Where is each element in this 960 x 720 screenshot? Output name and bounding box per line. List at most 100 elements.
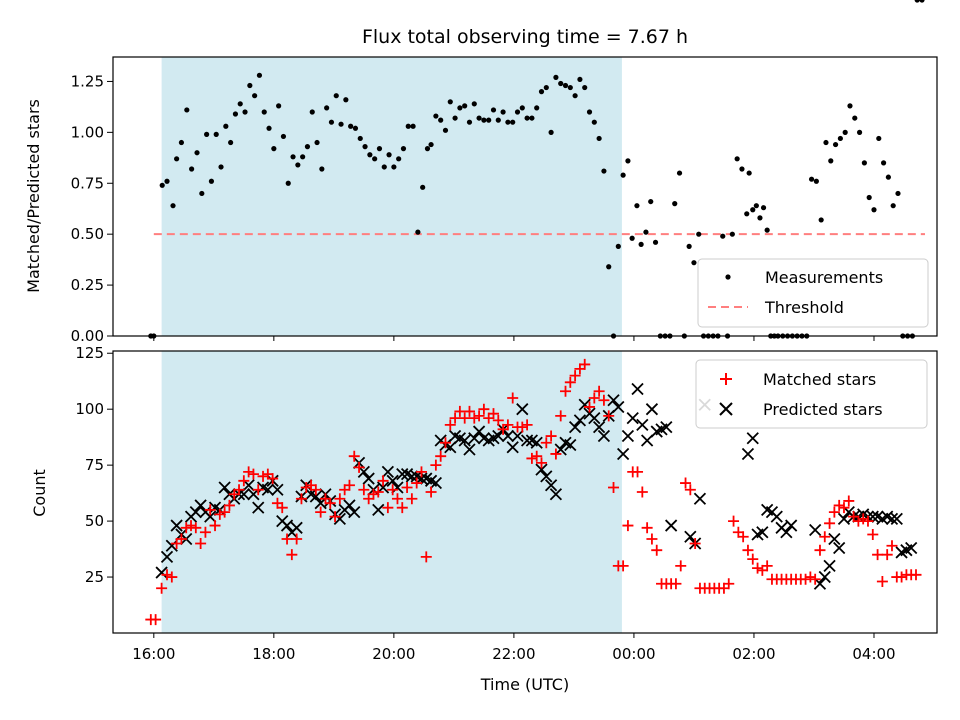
- measurement-point: [746, 170, 752, 176]
- measurement-point: [319, 166, 325, 172]
- measurement-point: [596, 135, 602, 142]
- measurement-point: [634, 203, 640, 209]
- measurement-point: [309, 109, 315, 115]
- measurement-point: [837, 135, 843, 142]
- predicted-star-point: [165, 539, 178, 552]
- measurement-point: [514, 109, 521, 115]
- matched-star-point: [310, 484, 322, 496]
- measurement-point: [880, 160, 887, 166]
- predicted-star-point: [756, 526, 769, 539]
- measurement-point: [159, 182, 165, 188]
- x-tick-label: 02:00: [732, 645, 775, 663]
- matched-star-point: [828, 506, 840, 518]
- matched-star-point: [420, 551, 432, 563]
- measurement-point: [218, 164, 224, 170]
- measurement-point: [328, 119, 335, 125]
- measurement-point: [567, 84, 573, 91]
- measurement-point: [290, 154, 296, 160]
- matched-star-point: [550, 448, 562, 460]
- matched-star-point: [291, 533, 303, 545]
- y-tick-label: 1.00: [71, 123, 104, 141]
- measurement-point: [553, 74, 559, 80]
- y-tick-label: 100: [75, 400, 104, 418]
- measurement-point: [696, 231, 702, 237]
- measurement-point: [357, 135, 363, 142]
- matched-star-point: [343, 479, 355, 491]
- measurement-point: [582, 84, 588, 91]
- matched-star-point: [641, 522, 653, 534]
- matched-star-point: [675, 560, 687, 572]
- matched-star-point: [439, 437, 451, 449]
- measurement-point: [174, 156, 180, 162]
- predicted-star-point: [597, 429, 611, 443]
- x-axis-label: Time (UTC): [480, 675, 569, 694]
- measurement-point: [818, 217, 824, 223]
- predicted-star-point: [684, 530, 697, 543]
- x-tick-label: 18:00: [252, 645, 295, 663]
- measurement-point: [462, 103, 468, 109]
- matched-star-point: [632, 466, 644, 478]
- measurement-point: [890, 203, 896, 209]
- matched-star-point: [156, 582, 168, 594]
- matched-star-point: [247, 468, 259, 480]
- matched-star-point: [824, 517, 836, 529]
- matched-star-point: [689, 537, 701, 549]
- matched-star-point: [545, 430, 557, 442]
- predicted-star-point: [194, 499, 207, 512]
- x-tick-label: 04:00: [852, 645, 895, 663]
- measurement-point: [405, 123, 411, 129]
- measurement-point: [410, 123, 416, 129]
- measurement-point: [744, 211, 750, 217]
- measurement-point: [199, 190, 205, 197]
- measurement-point: [420, 184, 426, 190]
- count-points: [145, 359, 922, 626]
- predicted-star-point: [391, 481, 404, 494]
- measurement-point: [343, 97, 349, 103]
- predicted-star-point: [271, 483, 284, 496]
- measurement-point: [823, 139, 829, 146]
- predicted-star-point: [362, 472, 375, 485]
- measurement-point: [760, 205, 767, 211]
- measurement-point: [577, 76, 583, 83]
- matched-star-point: [555, 410, 567, 422]
- matched-star-point: [872, 549, 884, 561]
- predicted-star-point: [520, 434, 534, 447]
- x-tick-label: 22:00: [492, 645, 535, 663]
- measurement-point: [376, 146, 383, 152]
- predicted-star-point: [501, 429, 515, 443]
- matched-star-point: [209, 520, 221, 532]
- measurement-point: [914, 0, 920, 3]
- matched-star-point: [180, 522, 192, 534]
- measurement-point: [919, 0, 925, 3]
- predicted-star-point: [333, 512, 346, 525]
- ratio-legend: Measurements Threshold: [697, 258, 929, 328]
- matched-star-point: [487, 408, 499, 420]
- matched-star-point: [670, 578, 682, 590]
- matched-star-point: [833, 499, 845, 511]
- predicted-star-point: [809, 523, 822, 537]
- predicted-star-point: [780, 526, 793, 539]
- matched-star-point: [761, 560, 773, 572]
- matched-star-point: [723, 578, 735, 590]
- matched-star-point: [324, 497, 336, 509]
- predicted-star-point: [640, 434, 654, 447]
- matched-star-point: [454, 405, 466, 417]
- measurement-point: [476, 115, 482, 121]
- measurement-point: [586, 109, 593, 115]
- measurement-point: [548, 129, 554, 135]
- measurement-point: [606, 264, 612, 270]
- matched-star-point: [219, 506, 231, 518]
- matched-star-point: [401, 482, 413, 494]
- y-tick-label: 50: [85, 512, 104, 530]
- y-tick-label: 0.25: [71, 276, 104, 294]
- measurement-point: [842, 129, 848, 135]
- measurement-point: [729, 231, 735, 237]
- y-tick-label: 0.00: [71, 327, 104, 345]
- predicted-star-point: [588, 412, 601, 425]
- predicted-star-point: [155, 566, 168, 579]
- measurement-point: [601, 168, 607, 174]
- measurement-point: [242, 109, 248, 115]
- matched-star-point: [857, 513, 869, 525]
- measurement-point: [847, 103, 853, 109]
- x-tick-label: 00:00: [612, 645, 655, 663]
